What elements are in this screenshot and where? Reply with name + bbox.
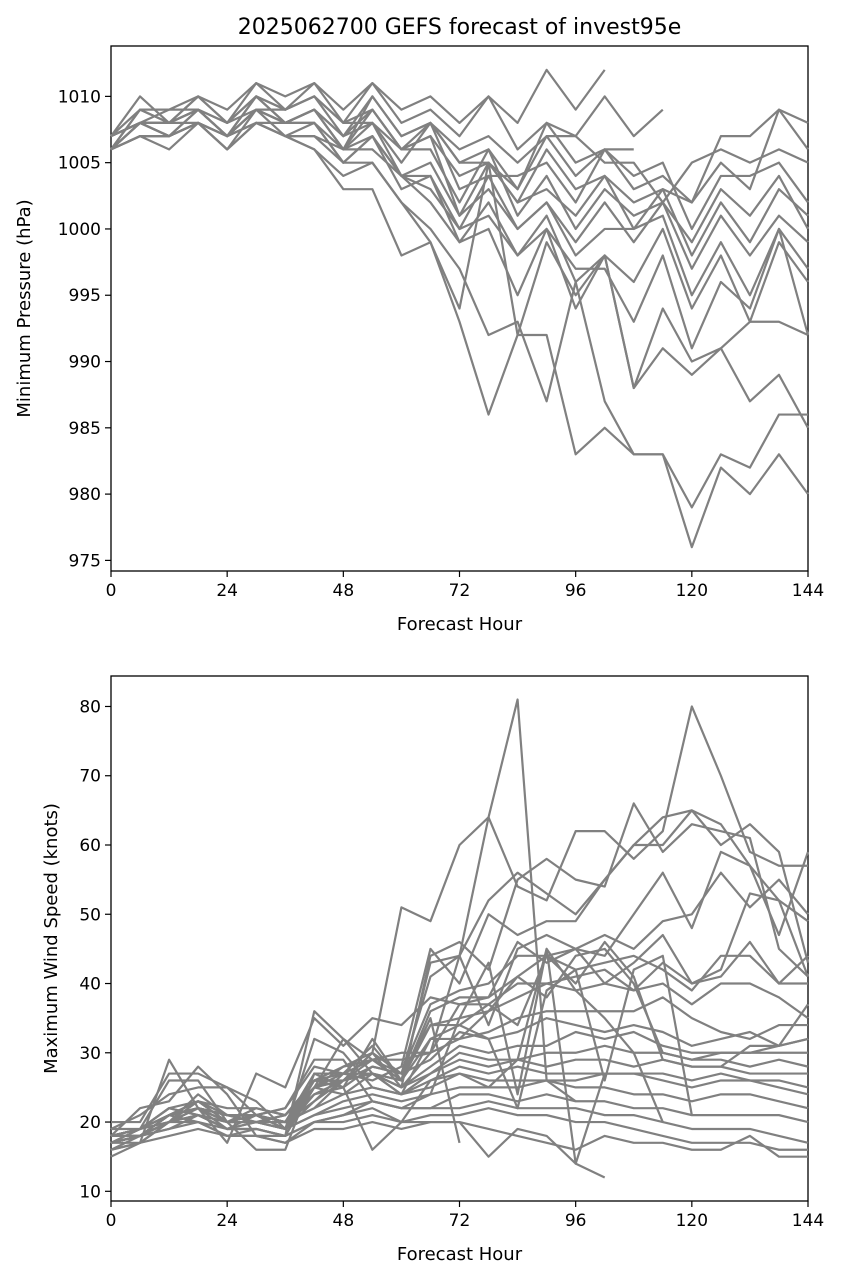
- wind-member-line-1: [110, 698, 577, 1144]
- pressure-y-tick-label: 980: [69, 485, 101, 505]
- wind-x-tick-label: 48: [333, 1211, 355, 1231]
- pressure-y-ticks: 975 980 985 990 995 1000 1005 1010: [58, 87, 111, 571]
- wind-member-line-29: [111, 947, 664, 1124]
- wind-member-line-26: [110, 947, 809, 1151]
- wind-member-line-2: [110, 705, 808, 1137]
- pressure-x-tick-label: 72: [449, 581, 471, 601]
- pressure-y-tick-label: 1005: [58, 154, 101, 174]
- pressure-member-line-8: [110, 95, 809, 244]
- wind-panel: 10 20 30 40 50 60 70 80 0 24 48 72 96 120 144 Forecas…: [41, 675, 824, 1265]
- pressure-y-tick-label: 995: [69, 286, 101, 306]
- wind-x-tick-label: 144: [792, 1211, 824, 1231]
- wind-y-axis-label: Maximum Wind Speed (knots): [41, 803, 62, 1074]
- wind-y-tick-label: 60: [79, 836, 101, 856]
- wind-x-tick-label: 24: [216, 1211, 238, 1231]
- wind-y-tick-label: 80: [79, 697, 101, 717]
- wind-member-line-27: [110, 1017, 461, 1144]
- wind-x-axis-label: Forecast Hour: [397, 1244, 523, 1265]
- pressure-y-tick-label: 1000: [58, 220, 101, 240]
- pressure-x-tick-label: 96: [565, 581, 587, 601]
- wind-member-line-30: [110, 954, 693, 1131]
- wind-member-line-24: [110, 1120, 606, 1179]
- pressure-y-tick-label: 985: [69, 419, 101, 439]
- pressure-x-axis-label: Forecast Hour: [397, 614, 523, 635]
- wind-x-tick-label: 120: [676, 1211, 708, 1231]
- pressure-member-line-2: [110, 82, 664, 151]
- wind-y-tick-label: 40: [79, 975, 101, 995]
- wind-x-ticks: 0 24 48 72 96 120 144: [106, 1201, 824, 1231]
- wind-series-group: [110, 698, 810, 1179]
- wind-x-tick-label: 72: [449, 1211, 471, 1231]
- wind-x-tick-label: 96: [565, 1211, 587, 1231]
- pressure-y-tick-label: 990: [69, 353, 101, 373]
- wind-y-tick-label: 30: [79, 1044, 101, 1064]
- pressure-x-tick-label: 24: [216, 581, 238, 601]
- wind-y-ticks: 10 20 30 40 50 60 70 80: [79, 697, 111, 1202]
- pressure-x-tick-label: 120: [676, 581, 708, 601]
- pressure-y-axis-label: Minimum Pressure (hPa): [14, 199, 35, 417]
- wind-y-tick-label: 10: [79, 1182, 101, 1202]
- pressure-x-tick-label: 0: [106, 581, 117, 601]
- wind-x-tick-label: 0: [106, 1211, 117, 1231]
- chart-title: 2025062700 GEFS forecast of invest95e: [238, 15, 682, 40]
- pressure-x-tick-label: 144: [792, 581, 824, 601]
- wind-y-tick-label: 20: [79, 1113, 101, 1133]
- pressure-series-group: [110, 68, 810, 549]
- pressure-x-tick-label: 48: [333, 581, 355, 601]
- pressure-y-tick-label: 1010: [58, 87, 101, 107]
- pressure-member-line-16: [110, 121, 808, 509]
- pressure-member-line-17: [110, 121, 809, 549]
- pressure-panel: 975 980 985 990 995 1000 1005 1010 0 24 48 72 96 120…: [14, 45, 824, 635]
- pressure-y-tick-label: 975: [69, 551, 101, 571]
- pressure-x-ticks: 0 24 48 72 96 120 144: [106, 571, 824, 601]
- wind-y-tick-label: 50: [79, 905, 101, 925]
- wind-y-tick-label: 70: [79, 767, 101, 787]
